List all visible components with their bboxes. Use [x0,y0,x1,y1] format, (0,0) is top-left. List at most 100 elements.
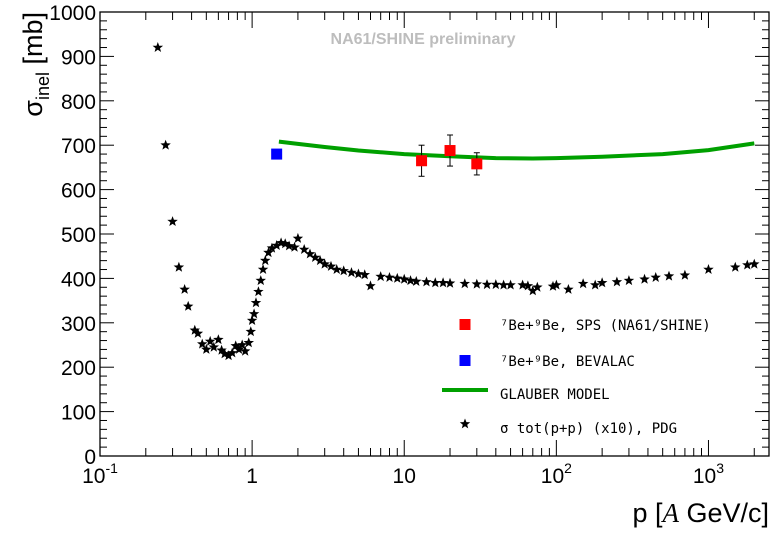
pdg-star-point [505,279,516,290]
pdg-star-point [152,42,164,52]
pdg-star-point [611,276,623,287]
pdg-star-point [353,268,364,279]
pdg-star-point [359,269,370,280]
pdg-star-point [590,279,601,290]
y-tick-label: 900 [61,46,96,69]
legend-na61-marker [459,319,471,330]
pdg-star-point [421,276,432,287]
pdg-star-point [227,347,238,358]
pdg-star-point [411,276,422,286]
pdg-star-point [338,265,349,276]
pdg-star-point [192,328,204,338]
pdg-star-point [384,272,395,282]
pdg-star-point [325,260,337,271]
pdg-star-point [160,139,171,150]
pdg-star-point [271,240,282,250]
legend-na61-label: ⁷Be+⁹Be, SPS (NA61/SHINE) [500,318,711,334]
y-tick-label: 100 [61,402,96,425]
y-tick-label: 400 [61,268,96,291]
y-tick-label: 600 [61,180,96,203]
pdg-star-point [749,258,760,269]
pdg-star-point [183,300,194,311]
y-tick-label: 300 [61,313,96,336]
pdg-star-point [650,272,661,282]
pdg-star-point [459,278,470,289]
pdg-star-point [679,269,691,280]
pdg-star-point [236,339,248,350]
watermark: NA61/SHINE preliminary [331,31,516,48]
pdg-star-point [189,324,200,335]
pdg-star-point [179,284,190,294]
y-tick-label: 700 [61,135,96,158]
pdg-star-point [257,264,269,274]
pdg-star-point [319,258,330,269]
pdg-star-point [577,278,589,289]
pdg-star-point [430,277,441,288]
x-tick-label: 10 [393,465,416,488]
pdg-star-point [219,348,230,359]
pdg-star-point [289,241,300,252]
x-axis-title: p [A GeV/c] [632,498,769,528]
legend-pdg-label: σ tot(p+p) (x10), PDG [500,421,677,437]
pdg-star-point [532,281,543,292]
y-tick-label: 0 [84,446,96,469]
pdg-star-point [246,315,258,325]
pdg-star-point [280,238,291,249]
pdg-star-point [173,261,185,272]
pdg-star-point [405,275,416,286]
pdg-star-point [346,267,357,278]
pdg-star-point [167,216,178,226]
y-tick-label: 1000 [49,2,96,25]
legend-pdg-marker [459,418,471,429]
pdg-star-point [522,280,534,291]
pdg-star-point [208,341,219,352]
pdg-star-point [283,240,295,251]
pdg-star-point [375,271,386,282]
pdg-star-point [481,279,493,290]
pdg-star-point [365,280,376,291]
pdg-star-point [197,338,208,349]
pdg-star-point [623,275,635,286]
pdg-star-point [248,308,260,319]
pdg-star-point [517,279,528,290]
pdg-star-point [253,286,264,297]
pdg-star-point [730,261,741,272]
pdg-star-point [250,297,262,308]
pdg-star-point [551,279,562,290]
pdg-star-point [596,277,608,288]
pdg-star-point [663,270,675,281]
pdg-star-point [263,247,274,258]
pdg-star-point [204,335,216,346]
na61-point [471,158,483,170]
na61-point [416,155,428,167]
pdg-star-point [255,275,266,286]
legend-glauber-label: GLAUBER MODEL [500,387,610,403]
pdg-star-point [310,252,321,262]
pdg-star-point [239,345,251,356]
glauber-model-line [278,139,755,161]
y-tick-label: 200 [61,357,96,380]
pdg-star-point [216,344,227,355]
pdg-star-point [471,278,482,289]
pdg-star-point [527,285,538,296]
pdg-star-point [266,242,278,253]
pdg-star-point [490,279,501,290]
pdg-star-point [399,273,410,284]
pdg-star-point [292,232,304,243]
pdg-star-point [201,343,212,354]
pdg-star-point [639,273,650,284]
pdg-star-point [742,259,753,270]
bevalac-point [271,148,283,160]
pdg-star-point [230,340,241,351]
pdg-star-point [223,350,234,361]
pdg-star-point [444,277,456,288]
pdg-star-point [304,248,316,259]
legend-bevalac-label: ⁷Be+⁹Be, BEVALAC [500,354,635,370]
pdg-star-point [213,334,224,345]
pdg-star-point [703,264,714,274]
pdg-star-point [243,337,254,348]
pdg-star-point [331,264,342,274]
pdg-star-point [260,255,271,266]
pdg-star-point [233,343,245,354]
